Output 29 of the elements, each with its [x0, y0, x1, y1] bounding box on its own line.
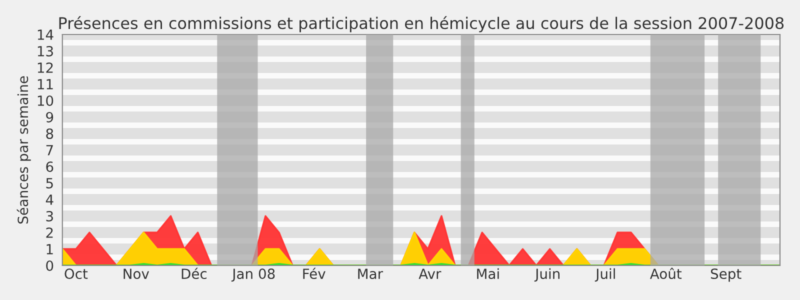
y-tick-label: 4 — [46, 194, 54, 205]
x-tick-label: Mai — [477, 268, 499, 280]
x-tick-label: Sept — [710, 268, 742, 282]
x-tick-label: Déc — [182, 268, 207, 280]
y-tick-label: 3 — [46, 210, 53, 222]
x-tick-label: Fév — [303, 268, 326, 280]
x-tick-label: Jan 08 — [231, 268, 275, 282]
x-tick-label: Juin — [534, 268, 560, 282]
y-tick-label: 11 — [38, 79, 53, 90]
x-tick-label: Nov — [124, 268, 150, 280]
y-tick-label: 2 — [46, 227, 53, 238]
y-tick-label: 5 — [46, 178, 53, 188]
x-tick-label: Avr — [418, 268, 442, 279]
chart-title: Présences en commissions et participation en hémicycle au cours de la session 2007-2008 — [59, 16, 784, 32]
y-tick-label: 14 — [38, 30, 54, 40]
x-tick-label: Juil — [594, 268, 615, 282]
y-tick-label: 1 — [46, 244, 53, 254]
y-tick-label: 0 — [46, 260, 54, 271]
y-tick-label: 10 — [38, 95, 54, 106]
y-tick-label: 9 — [46, 112, 54, 122]
y-tick-label: 6 — [46, 161, 54, 172]
x-tick-label: Mar — [358, 268, 384, 280]
y-tick-label: 13 — [38, 46, 53, 56]
y-axis-title: Séances par semaine — [16, 76, 31, 224]
y-tick-label: 7 — [46, 145, 53, 156]
y-tick-label: 12 — [38, 62, 53, 73]
x-tick-label: Août — [650, 268, 682, 280]
y-tick-label: 8 — [46, 128, 54, 139]
x-tick-label: Oct — [64, 268, 88, 280]
